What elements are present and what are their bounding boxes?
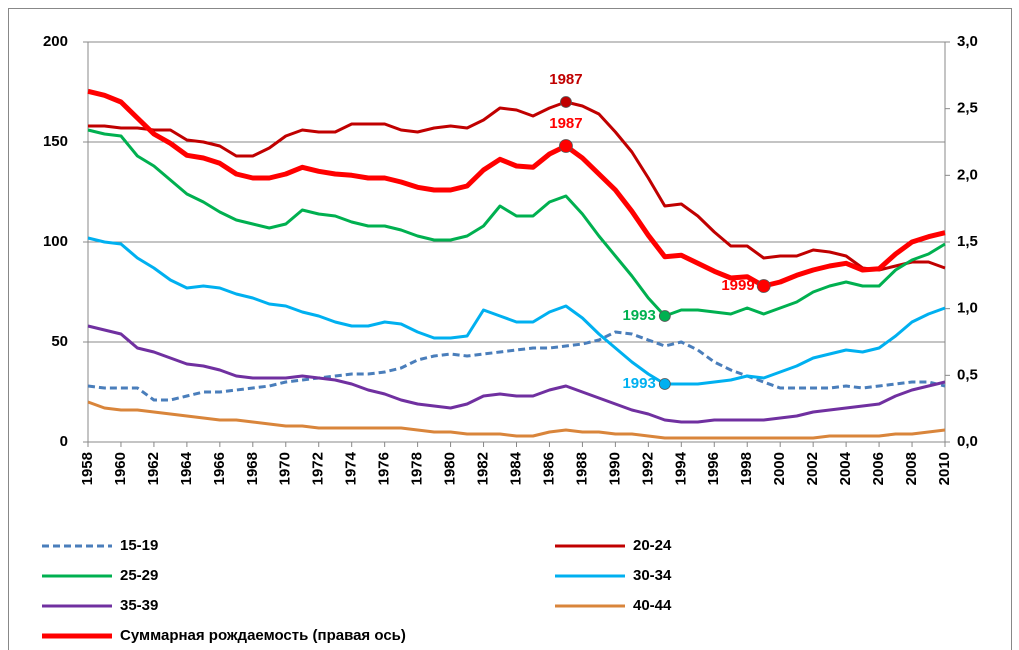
series-line <box>88 100 946 272</box>
x-tick-label: 1980 <box>442 452 459 485</box>
y2-tick-label: 1,0 <box>957 300 978 317</box>
y2-tick-label: 2,5 <box>957 100 978 117</box>
legend-label: 35-39 <box>120 597 158 614</box>
x-tick-label: 1994 <box>672 451 689 485</box>
x-tick-label: 1958 <box>79 452 96 485</box>
x-tick-label: 1988 <box>573 452 590 485</box>
series-line <box>87 128 946 318</box>
y2-tick-label: 3,0 <box>957 33 978 50</box>
x-tick-label: 1982 <box>475 452 492 485</box>
x-tick-label: 1972 <box>310 452 327 485</box>
x-tick-label: 1976 <box>376 452 393 485</box>
x-tick-label: 1984 <box>507 451 524 485</box>
y-tick-label: 150 <box>43 133 68 150</box>
x-tick-label: 1964 <box>178 451 195 485</box>
legend-label: 15-19 <box>120 537 158 554</box>
annotation-marker <box>658 378 671 390</box>
x-tick-label: 1992 <box>639 452 656 485</box>
x-tick-label: 1970 <box>277 452 294 485</box>
y2-tick-label: 2,0 <box>957 166 978 183</box>
y-tick-label: 100 <box>43 233 68 250</box>
legend-label: 40-44 <box>633 597 672 614</box>
annotation-marker <box>756 279 771 293</box>
y-tick-label: 200 <box>43 33 68 50</box>
series-line <box>87 236 946 386</box>
x-tick-label: 1962 <box>145 452 162 485</box>
series-line <box>87 400 946 440</box>
annotation-marker <box>559 139 573 153</box>
x-tick-label: 1978 <box>409 452 426 485</box>
annotation-label: 1993 <box>622 375 655 392</box>
series-line <box>87 88 946 289</box>
annotation-label: 1987 <box>549 71 582 88</box>
x-tick-label: 1966 <box>211 452 228 485</box>
annotation-marker <box>658 310 671 322</box>
y2-tick-label: 0,0 <box>957 433 978 450</box>
y-tick-label: 0 <box>60 433 68 450</box>
annotation-label: 1993 <box>622 307 655 324</box>
y-tick-label: 50 <box>51 333 68 350</box>
legend-label: Суммарная рождаемость (правая ось) <box>120 627 406 644</box>
x-tick-label: 1996 <box>705 452 722 485</box>
y2-tick-label: 1,5 <box>957 233 978 250</box>
x-tick-label: 1998 <box>738 452 755 485</box>
legend-label: 25-29 <box>120 567 158 584</box>
x-tick-label: 2000 <box>771 452 788 485</box>
x-tick-label: 1990 <box>606 452 623 485</box>
chart-border <box>8 8 1012 650</box>
x-tick-label: 2010 <box>936 452 953 485</box>
x-tick-label: 1968 <box>244 452 261 485</box>
x-tick-label: 2004 <box>837 451 854 485</box>
annotation-label: 1987 <box>549 115 582 132</box>
annotation-marker <box>560 96 572 108</box>
y2-tick-label: 0,5 <box>957 366 978 383</box>
legend-label: 20-24 <box>633 537 672 554</box>
x-tick-label: 2002 <box>804 452 821 485</box>
legend-label: 30-34 <box>633 567 672 584</box>
x-tick-label: 2008 <box>903 452 920 485</box>
x-tick-label: 1974 <box>343 451 360 485</box>
x-tick-label: 2006 <box>870 452 887 485</box>
annotation-label: 1999 <box>721 277 754 294</box>
x-tick-label: 1960 <box>112 452 129 485</box>
series-line <box>87 324 946 424</box>
x-tick-label: 1986 <box>540 452 557 485</box>
series-line <box>87 330 946 402</box>
